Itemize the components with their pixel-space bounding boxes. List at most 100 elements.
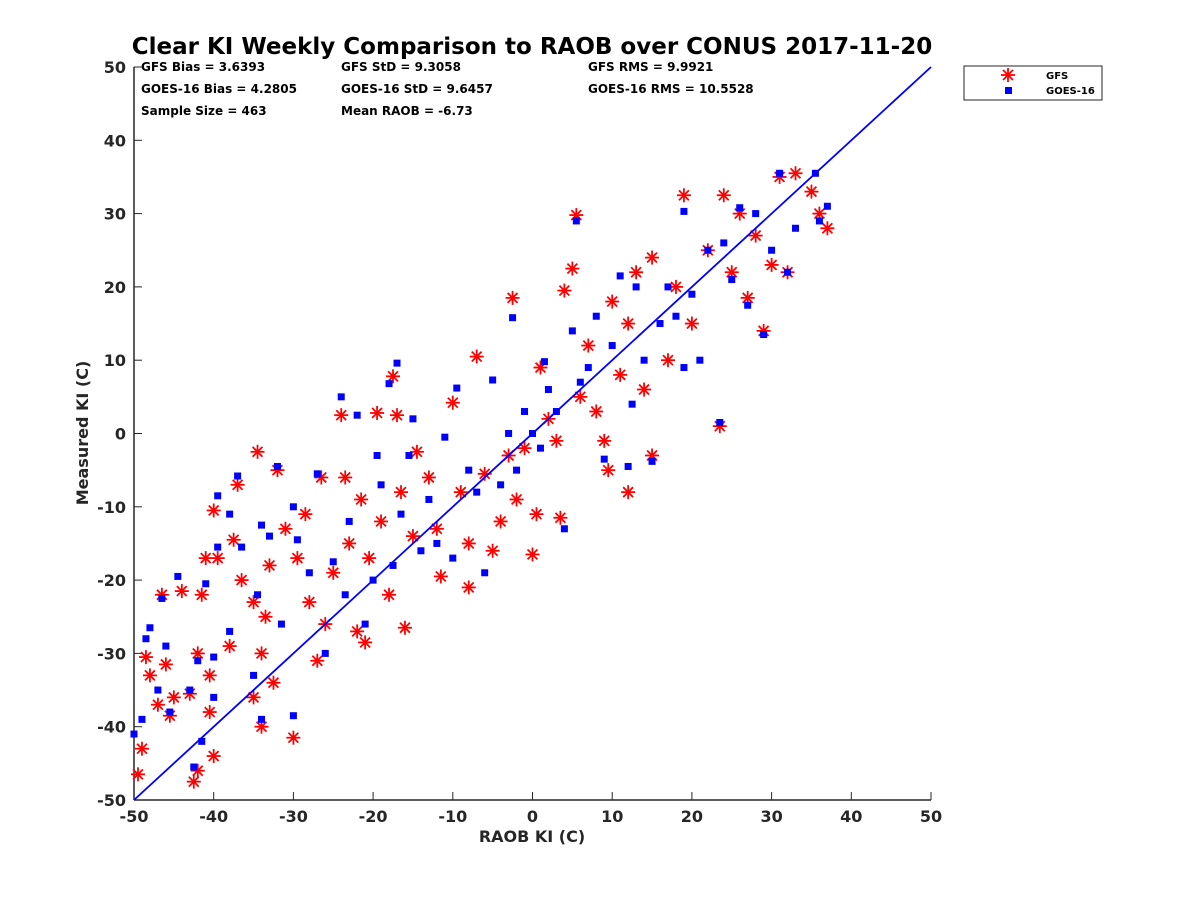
goes-16-point: [265, 532, 273, 540]
gfs-point: [409, 444, 424, 459]
y-tick-label: -50: [97, 791, 126, 810]
gfs-point: [262, 558, 277, 573]
gfs-point: [142, 668, 157, 683]
gfs-point: [493, 514, 508, 529]
gfs-point: [820, 221, 835, 236]
goes-16-point: [608, 342, 616, 350]
gfs-point: [286, 730, 301, 745]
goes-16-point: [162, 642, 170, 650]
gfs-point: [230, 477, 245, 492]
goes-16-point: [465, 466, 473, 474]
goes-16-point: [273, 462, 281, 470]
x-tick-label: 30: [760, 807, 782, 826]
gfs-point: [334, 408, 349, 423]
goes-16-point: [505, 430, 513, 437]
gfs-point: [278, 521, 293, 536]
x-tick-label: 10: [601, 807, 623, 826]
goes-16-point: [616, 272, 624, 280]
gfs-point: [525, 547, 540, 562]
x-tick-label: -20: [359, 807, 388, 826]
gfs-point: [549, 433, 564, 448]
y-tick-label: -20: [97, 571, 126, 590]
gfs-point: [676, 188, 691, 203]
goes-16-point: [688, 290, 696, 298]
gfs-point: [206, 503, 221, 518]
goes-16-point: [397, 510, 405, 518]
gfs-point: [358, 635, 373, 650]
gfs-point: [362, 551, 377, 566]
goes-16-point: [632, 283, 640, 291]
goes-16-point: [584, 364, 592, 372]
goes-16-point: [329, 558, 337, 566]
one-to-one-line: [133, 66, 932, 801]
gfs-point: [250, 444, 265, 459]
goes-16-point: [592, 312, 600, 320]
gfs-point: [433, 569, 448, 584]
goes-16-point: [226, 510, 234, 518]
goes-16-point: [425, 495, 433, 503]
goes-16-point: [600, 455, 608, 463]
gfs-point: [130, 767, 145, 782]
goes-16-point: [720, 239, 728, 247]
stat-gfs-bias: GFS Bias = 3.6393: [141, 60, 265, 74]
gfs-point: [198, 551, 213, 566]
goes-16-point: [214, 492, 222, 500]
gfs-point: [150, 697, 165, 712]
goes-16-point: [672, 312, 680, 320]
x-tick-label: -10: [438, 807, 467, 826]
gfs-point: [202, 668, 217, 683]
goes-16-point: [449, 554, 457, 562]
goes-16-point: [481, 569, 489, 577]
goes-16-point: [405, 451, 413, 459]
goes-16-point: [142, 635, 150, 643]
goes-16-point: [186, 686, 194, 694]
gfs-point: [374, 514, 389, 529]
goes-16-point: [258, 521, 266, 529]
gfs-point: [226, 532, 241, 547]
gfs-point: [186, 774, 201, 789]
y-axis-label: Measured KI (C): [73, 361, 92, 506]
goes-16-point: [158, 594, 166, 602]
goes-16-point: [214, 543, 222, 551]
goes-16-point: [417, 547, 425, 555]
gfs-point: [138, 650, 153, 665]
x-tick-label: 50: [920, 807, 942, 826]
gfs-point: [338, 470, 353, 485]
gfs-point: [194, 587, 209, 602]
goes-16-point: [409, 415, 417, 423]
goes-16-point: [198, 737, 206, 745]
y-tick-label: 20: [104, 278, 126, 297]
goes-16-point: [776, 169, 784, 177]
goes-16-point: [433, 539, 441, 547]
gfs-point: [310, 653, 325, 668]
gfs-point: [637, 382, 652, 397]
gfs-point: [386, 369, 401, 384]
legend-box: [963, 65, 1103, 101]
goes-16-point: [784, 268, 792, 276]
goes-16-point: [154, 686, 162, 694]
goes-16-point: [194, 657, 202, 665]
gfs-point: [589, 404, 604, 419]
goes-16-point: [497, 481, 505, 489]
x-axis-label: RAOB KI (C): [479, 827, 585, 846]
stat-sample-size: Sample Size = 463: [141, 104, 267, 118]
axes: -50 -40 -30 -20 -10 0 10 20 30 40 50 -50 -40 -30 -20 -1…: [97, 58, 942, 826]
x-tick-label: -50: [120, 807, 149, 826]
goes-16-point: [752, 210, 760, 218]
gfs-point: [573, 389, 588, 404]
goes-16-point: [202, 580, 210, 588]
y-tick-label: -40: [97, 718, 126, 737]
gfs-point: [529, 507, 544, 522]
goes-16-point: [174, 572, 182, 580]
gfs-point: [565, 261, 580, 276]
goes-16-point: [130, 730, 138, 738]
gfs-point: [461, 536, 476, 551]
gfs-point: [509, 492, 524, 507]
x-tick-label: -40: [199, 807, 228, 826]
legend-goes-label: GOES-16: [1046, 86, 1095, 97]
gfs-point: [429, 521, 444, 536]
gfs-point: [445, 395, 460, 410]
goes-16-point: [238, 543, 246, 551]
x-tick-label: -30: [279, 807, 308, 826]
goes-16-point: [373, 451, 381, 459]
